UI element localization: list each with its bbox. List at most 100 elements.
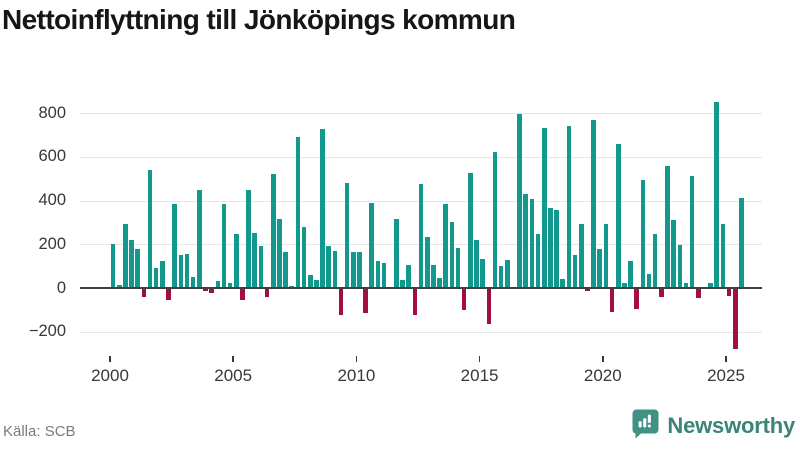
bar-2006Q3 xyxy=(270,174,276,290)
bar-2004Q2 xyxy=(215,281,221,289)
bar-2012Q2 xyxy=(412,288,418,316)
bar-2009Q3 xyxy=(344,183,350,289)
bar-2022Q4 xyxy=(671,220,676,289)
bar-2012Q3 xyxy=(418,184,424,289)
y-tick-label: 800 xyxy=(38,103,66,122)
bar-2019Q3 xyxy=(591,119,596,289)
gridline-800 xyxy=(80,113,762,114)
bar-2020Q1 xyxy=(603,223,609,289)
bar-2002Q4 xyxy=(178,255,184,289)
bar-2019Q1 xyxy=(578,223,584,289)
bar-2006Q4 xyxy=(277,219,282,289)
bar-2007Q1 xyxy=(283,251,288,289)
bar-2005Q1 xyxy=(233,234,239,289)
bar-2020Q2 xyxy=(609,288,615,312)
bar-2012Q1 xyxy=(406,265,412,289)
bar-2001Q3 xyxy=(147,169,153,289)
y-tick-label: −200 xyxy=(28,322,66,341)
bar-2000Q2 xyxy=(116,284,122,289)
bar-2001Q2 xyxy=(141,288,147,297)
bar-2008Q2 xyxy=(314,280,319,289)
bar-2004Q4 xyxy=(227,282,233,289)
bar-2023Q2 xyxy=(683,282,689,289)
bar-2013Q3 xyxy=(443,203,449,289)
bar-2010Q3 xyxy=(369,202,375,289)
bar-2018Q4 xyxy=(572,255,578,289)
newsworthy-logo: Newsworthy xyxy=(631,408,795,444)
bar-2001Q1 xyxy=(135,248,141,289)
bar-2002Q2 xyxy=(166,288,171,300)
bar-2021Q4 xyxy=(646,273,652,289)
bar-2023Q1 xyxy=(677,245,683,289)
bar-2024Q3 xyxy=(714,102,720,289)
bar-2017Q4 xyxy=(548,208,553,289)
bar-2009Q2 xyxy=(338,288,344,316)
bar-2021Q1 xyxy=(628,260,633,289)
bar-2007Q3 xyxy=(295,137,301,289)
x-tick-label: 2000 xyxy=(91,366,129,385)
bar-2017Q1 xyxy=(529,199,535,289)
newsworthy-wordmark: Newsworthy xyxy=(667,413,795,438)
bar-2010Q4 xyxy=(375,260,381,289)
bar-2011Q1 xyxy=(381,262,387,289)
bar-2025Q2 xyxy=(732,288,738,350)
bar-2014Q3 xyxy=(468,173,473,289)
source-caption: Källa: SCB xyxy=(3,423,76,440)
bar-2015Q4 xyxy=(498,266,504,289)
bar-2007Q4 xyxy=(301,226,307,290)
bar-2017Q2 xyxy=(535,234,541,289)
bar-2003Q3 xyxy=(197,189,202,289)
bar-2008Q3 xyxy=(320,129,325,289)
bar-2005Q4 xyxy=(252,233,258,289)
newsworthy-speech-bubble-chart-icon xyxy=(631,408,660,444)
bar-2022Q2 xyxy=(659,288,664,297)
bar-2005Q2 xyxy=(240,288,245,300)
bar-2022Q1 xyxy=(652,234,658,289)
x-tick-mark xyxy=(478,356,481,362)
bar-2004Q3 xyxy=(221,203,227,289)
x-tick-mark xyxy=(602,356,604,362)
x-tick-mark xyxy=(232,356,234,362)
bar-2013Q2 xyxy=(437,278,442,289)
bar-2021Q3 xyxy=(640,179,646,289)
y-tick-label: 200 xyxy=(38,234,66,253)
bar-2015Q3 xyxy=(492,152,498,289)
y-tick-label: 600 xyxy=(38,147,66,166)
bar-2009Q1 xyxy=(332,250,338,289)
bar-2003Q1 xyxy=(184,254,190,289)
y-tick-label: 400 xyxy=(38,191,66,209)
bar-2020Q4 xyxy=(622,282,627,289)
bar-2017Q3 xyxy=(541,128,547,289)
bar-2011Q4 xyxy=(400,280,405,289)
bar-2014Q4 xyxy=(474,239,479,289)
bar-2014Q2 xyxy=(461,288,467,310)
bar-2000Q1 xyxy=(110,244,116,290)
bar-2005Q3 xyxy=(246,189,251,289)
bar-2024Q4 xyxy=(720,223,726,289)
bar-2004Q1 xyxy=(209,288,214,294)
bar-2008Q1 xyxy=(307,274,313,289)
bar-2006Q1 xyxy=(258,246,264,289)
bar-2012Q4 xyxy=(424,236,430,289)
x-tick-mark xyxy=(355,356,358,362)
bar-2016Q3 xyxy=(517,114,522,289)
zero-axis-line xyxy=(80,287,762,289)
bar-2001Q4 xyxy=(153,268,159,289)
bar-2013Q4 xyxy=(449,222,455,289)
bar-2008Q4 xyxy=(326,246,331,289)
bar-2019Q4 xyxy=(597,248,603,289)
bar-2023Q4 xyxy=(695,288,701,298)
bar-2015Q2 xyxy=(486,288,492,324)
bar-2002Q1 xyxy=(160,260,165,289)
bar-2018Q2 xyxy=(560,279,566,290)
x-tick-mark xyxy=(725,356,727,362)
chart-title: Nettoinflyttning till Jönköpings kommun xyxy=(2,4,516,35)
bar-2023Q3 xyxy=(689,176,695,289)
x-tick-label: 2015 xyxy=(460,366,499,385)
y-tick-label: 0 xyxy=(56,278,66,297)
x-tick-label: 2010 xyxy=(337,366,376,385)
bar-2010Q2 xyxy=(363,288,368,314)
bar-2018Q3 xyxy=(566,126,572,289)
bar-2025Q1 xyxy=(726,288,732,296)
gridline-600 xyxy=(80,156,762,158)
